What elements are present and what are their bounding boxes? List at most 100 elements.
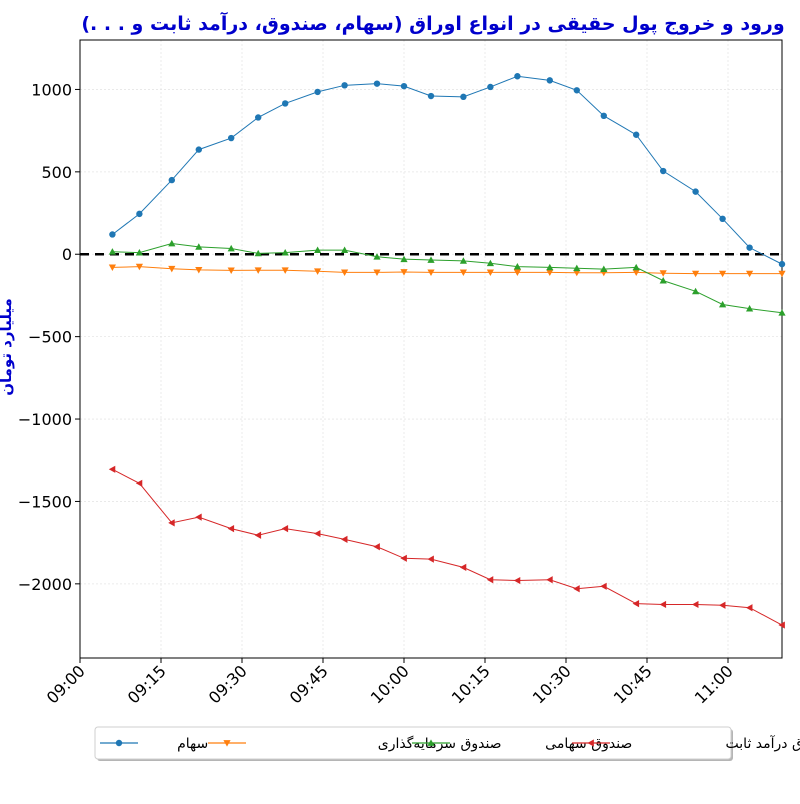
data-point [314, 268, 322, 275]
legend-item-sandogh-sahami: صندوق سهامی [412, 736, 632, 752]
data-point [282, 100, 289, 107]
data-point [400, 82, 408, 90]
data-point [778, 260, 786, 268]
data-point [632, 269, 640, 276]
data-point [109, 231, 116, 238]
data-point [341, 535, 348, 543]
y-tick-label: −500 [28, 328, 72, 347]
data-point [778, 621, 785, 629]
y-tick-label: 500 [41, 163, 72, 182]
y-tick-label: 0 [62, 245, 72, 264]
data-point [400, 554, 407, 562]
data-point [400, 269, 408, 276]
x-tick-label: 11:00 [691, 661, 737, 707]
data-point [692, 287, 700, 295]
data-point [108, 248, 116, 255]
x-tick-label: 09:45 [286, 661, 332, 707]
data-point [486, 269, 494, 276]
data-point [427, 555, 434, 563]
data-point [254, 249, 262, 257]
data-point [108, 465, 116, 473]
data-point [227, 525, 235, 533]
x-tick-label: 10:00 [367, 661, 413, 707]
data-point [400, 255, 408, 263]
data-series [108, 73, 786, 629]
data-point [427, 256, 435, 263]
data-point [719, 270, 727, 278]
data-point [195, 146, 202, 153]
legend-item-sahm: سهام [100, 736, 208, 752]
data-point [195, 267, 203, 274]
data-point [341, 82, 348, 89]
data-point [314, 246, 322, 253]
data-point [373, 269, 381, 276]
data-point [487, 83, 494, 91]
series-line [112, 75, 783, 265]
data-point [660, 167, 667, 175]
series-sandogh-daramad [108, 465, 785, 629]
x-tick-label: 09:00 [43, 661, 89, 707]
data-point [195, 243, 203, 250]
legend-marker [427, 739, 435, 746]
y-tick-label: −1000 [18, 410, 72, 429]
legend-marker [223, 740, 231, 747]
series-line [112, 468, 783, 626]
legend-marker [587, 739, 594, 747]
data-point [227, 244, 235, 252]
legend-item-sandogh-daramad: صندوق درآمد ثابت [572, 735, 800, 752]
data-point [459, 269, 467, 276]
chart-title: ورود و خروج پول حقیقی در انواع اوراق (سه… [81, 11, 784, 35]
y-tick-label: 1000 [31, 80, 72, 99]
data-point [573, 264, 581, 272]
data-point [136, 210, 143, 218]
data-point [746, 270, 754, 278]
data-point [719, 601, 726, 609]
series-sandogh-sarmayeh [108, 263, 786, 278]
data-point [659, 600, 667, 609]
data-point [719, 215, 726, 223]
data-point [314, 88, 321, 96]
data-point [168, 239, 176, 247]
legend-label: صندوق درآمد ثابت [726, 735, 800, 752]
data-point [546, 269, 554, 276]
legend-label: صندوق سهامی [545, 736, 632, 752]
data-point [546, 263, 554, 271]
grid-lines [79, 40, 782, 658]
data-point [373, 80, 381, 87]
axes: 1000 500 0 −500 −1000 −1500 −2000 09:00 09:15 09:… [18, 39, 783, 707]
data-point [632, 263, 640, 271]
data-point [546, 77, 553, 84]
data-point [632, 600, 640, 608]
data-point [459, 563, 467, 571]
data-point [427, 92, 435, 100]
data-point [460, 93, 467, 101]
data-point [692, 270, 700, 278]
data-point [281, 525, 289, 533]
data-point [314, 529, 321, 538]
data-point [659, 270, 667, 277]
series-sahm [109, 73, 786, 268]
data-point [168, 265, 176, 273]
data-point [341, 269, 349, 276]
data-point [135, 479, 143, 487]
data-point [692, 188, 699, 195]
x-tick-label: 10:45 [610, 661, 656, 707]
data-point [600, 112, 607, 120]
legend-label: سهام [177, 736, 208, 752]
data-point [281, 248, 289, 256]
data-point [135, 248, 143, 256]
data-point [719, 300, 727, 308]
data-point [227, 267, 235, 274]
data-point [513, 269, 521, 276]
plot-frame [79, 39, 783, 659]
data-point [168, 176, 175, 184]
data-point [514, 73, 521, 80]
data-point [459, 257, 467, 264]
x-tick-label: 10:15 [448, 661, 494, 707]
data-point [746, 604, 753, 612]
data-point [168, 519, 175, 527]
data-point [255, 114, 262, 121]
